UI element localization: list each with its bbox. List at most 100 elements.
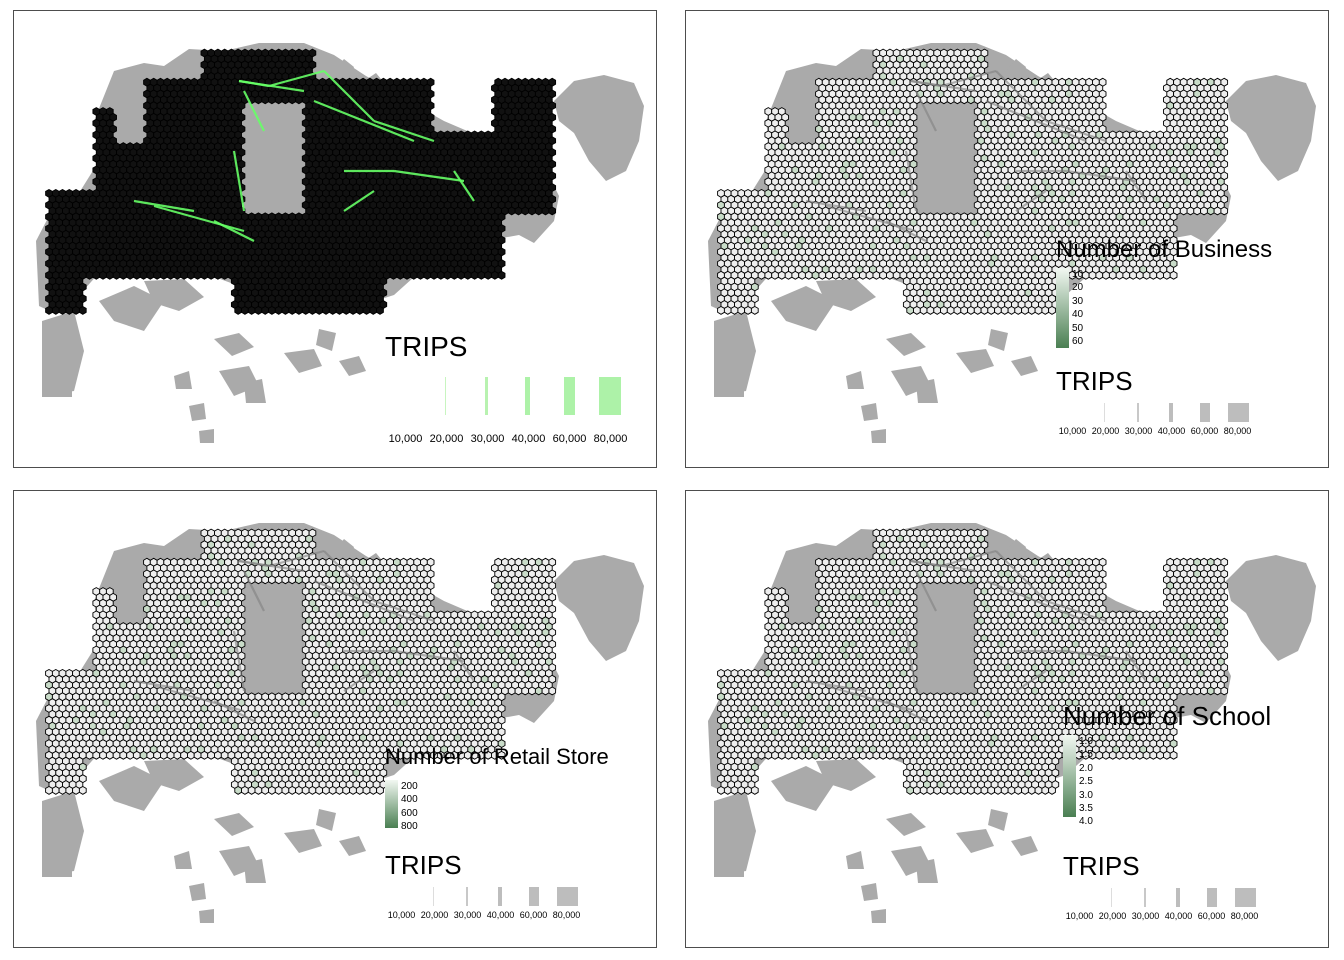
hexagon-cell	[744, 305, 752, 315]
hexagon-cell	[859, 270, 867, 280]
offshore-islet	[189, 403, 206, 421]
hexagon-cell	[1200, 206, 1208, 216]
trips-break-label: 20,000	[1091, 426, 1120, 437]
hexagon-cell	[268, 575, 276, 585]
hexagon-cell	[254, 95, 263, 105]
hexagon-cell	[818, 270, 827, 280]
business-color-scale: 10 20 30 40 50 60	[1056, 268, 1272, 348]
hexagon-cell	[967, 305, 975, 315]
hexagon-cell	[268, 305, 276, 315]
offshore-islet	[334, 59, 354, 81]
hexagon-cell	[491, 270, 499, 280]
trips-break-label: 10,000	[1058, 426, 1087, 437]
hexagon-cell	[777, 270, 786, 280]
flow-line	[1045, 119, 1107, 143]
scale-tick: 50	[1072, 322, 1084, 334]
hexagon-cell	[723, 305, 732, 315]
hexagon-cell	[926, 305, 935, 315]
pulau-tekong	[1226, 75, 1316, 181]
trips-key-30000	[1169, 403, 1173, 423]
scale-tick: 40	[1072, 309, 1084, 321]
hexagon-cell	[987, 305, 996, 315]
scale-tick: 10	[1072, 269, 1084, 280]
offshore-islet	[214, 333, 254, 356]
hexagon-cell	[933, 95, 941, 105]
hexagon-cell	[187, 270, 195, 280]
offshore-islet	[1006, 59, 1026, 81]
pier	[714, 331, 736, 337]
hexagon-cell	[1007, 305, 1016, 315]
flow-line	[153, 204, 245, 233]
hexagon-cell	[946, 305, 955, 315]
hexagon-cell	[906, 305, 914, 315]
hexagon-cell	[825, 270, 833, 280]
hexagon-cell	[58, 305, 67, 315]
offshore-islet	[284, 829, 322, 853]
offshore-islet	[99, 286, 164, 331]
hexagon-cell	[241, 305, 249, 315]
hexagon-cell	[295, 575, 303, 585]
hexagon-cell	[335, 305, 344, 315]
hexagon-cell	[804, 270, 813, 280]
flow-line	[232, 150, 246, 212]
flow-line	[885, 220, 927, 242]
hexagon-cell	[953, 305, 962, 315]
trips-key-60000	[1200, 403, 1210, 423]
trips-legend-title: TRIPS	[1056, 366, 1133, 397]
flow-line	[238, 79, 270, 88]
business-legend: Number of Business 10 20 30 40 50 60 TRI…	[1056, 238, 1272, 436]
offshore-islet	[988, 329, 1008, 351]
hexagon-cell	[45, 305, 53, 315]
hexagon-cell	[926, 95, 935, 105]
hexagon-cell	[960, 95, 969, 105]
offshore-islet	[1011, 356, 1038, 376]
offshore-islet	[816, 279, 876, 311]
hexagon-cell	[832, 270, 840, 280]
hexagon-cell	[730, 305, 739, 315]
pulau-tekong	[554, 75, 644, 181]
hexagon-cell	[771, 270, 779, 280]
hexagon-cell	[477, 270, 486, 280]
hexagon-cell	[457, 270, 465, 280]
hexagon-cell	[247, 305, 256, 315]
hexagon-cell	[295, 305, 303, 315]
flow-line	[910, 79, 942, 88]
business-scale-ticks: 10 20 30 40 50 60	[1069, 268, 1083, 348]
hexagon-cell	[389, 270, 398, 280]
flow-line	[825, 204, 917, 233]
map-panel-trips-flows: TRIPS 10,000 20,000 30,000 40,000 60,000…	[13, 10, 657, 468]
hexagon-cell	[261, 95, 269, 105]
hexagon-cell	[436, 270, 445, 280]
offshore-islet	[189, 883, 206, 901]
offshore-islet	[174, 851, 192, 869]
pulau-tekong	[554, 555, 644, 661]
hexagon-cell	[973, 305, 982, 315]
hexagon-cell	[268, 95, 276, 105]
flow-line	[268, 69, 325, 88]
hexagon-cell	[254, 305, 263, 315]
hexagon-cell	[416, 270, 425, 280]
hexagon-cell	[342, 305, 351, 315]
flow-line	[915, 90, 937, 132]
singapore-map	[36, 523, 644, 923]
hexagon-cell	[409, 270, 418, 280]
flow-line	[1015, 190, 1047, 212]
offshore-islet	[199, 909, 214, 923]
hexagon-cell	[349, 305, 357, 315]
hexagon-cell	[254, 575, 263, 585]
hexagon-cell	[126, 270, 134, 280]
hexagon-cell	[322, 305, 330, 315]
hexagon-cell	[261, 305, 269, 315]
hexagon-cell	[396, 270, 405, 280]
hexagon-cell	[852, 270, 860, 280]
business-legend-title: Number of Business	[1056, 236, 1273, 263]
trips-break-label: 60,000	[1190, 426, 1219, 437]
hexagon-cell	[1000, 305, 1009, 315]
hexagon-cell	[940, 305, 948, 315]
hexagon-cell	[953, 95, 962, 105]
pier	[42, 811, 64, 817]
hexagon-cell	[301, 305, 310, 315]
trips-break-label: 60,000	[552, 433, 587, 445]
offshore-islet	[214, 813, 254, 836]
hexagon-cell	[528, 206, 536, 216]
